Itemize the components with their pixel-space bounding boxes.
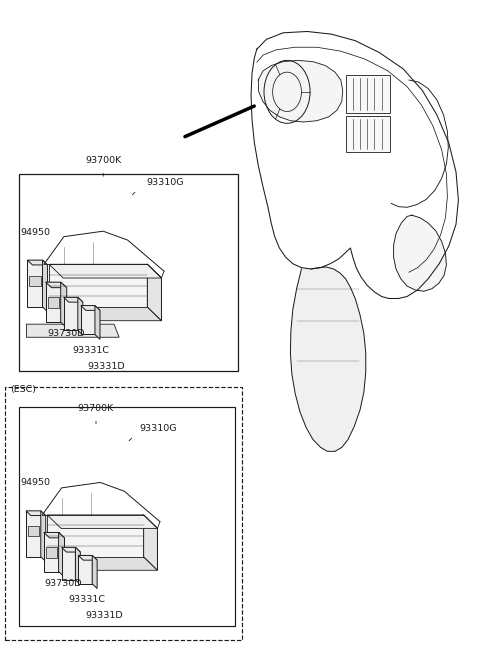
Polygon shape xyxy=(26,511,41,557)
Polygon shape xyxy=(59,533,64,577)
Polygon shape xyxy=(44,533,64,538)
Polygon shape xyxy=(258,60,343,122)
Polygon shape xyxy=(78,297,83,335)
Polygon shape xyxy=(27,260,43,307)
Text: 93700K: 93700K xyxy=(85,156,121,165)
Bar xyxy=(19,407,235,626)
Polygon shape xyxy=(147,264,161,321)
Bar xyxy=(19,174,238,371)
Polygon shape xyxy=(144,515,157,570)
Polygon shape xyxy=(290,267,366,451)
Polygon shape xyxy=(41,511,46,562)
Polygon shape xyxy=(27,260,48,265)
Bar xyxy=(5,387,242,640)
Polygon shape xyxy=(81,306,100,310)
Polygon shape xyxy=(60,282,67,327)
Text: 93730D: 93730D xyxy=(45,579,82,588)
Text: 93331C: 93331C xyxy=(72,346,109,356)
Polygon shape xyxy=(61,547,75,580)
Text: 94950: 94950 xyxy=(21,228,51,237)
Polygon shape xyxy=(95,306,100,339)
Text: 93310G: 93310G xyxy=(139,424,177,433)
Polygon shape xyxy=(44,533,59,571)
Text: 93331D: 93331D xyxy=(88,362,125,371)
Text: 93310G: 93310G xyxy=(146,178,184,187)
Text: 93331C: 93331C xyxy=(69,595,106,604)
Polygon shape xyxy=(61,547,80,552)
Polygon shape xyxy=(394,215,446,291)
Polygon shape xyxy=(26,511,46,516)
Polygon shape xyxy=(49,307,161,321)
Polygon shape xyxy=(28,526,39,536)
Polygon shape xyxy=(43,260,48,312)
Polygon shape xyxy=(64,297,83,302)
Text: 93331D: 93331D xyxy=(85,611,123,621)
Text: 93700K: 93700K xyxy=(78,404,114,413)
Polygon shape xyxy=(47,515,157,528)
Polygon shape xyxy=(64,297,78,331)
Polygon shape xyxy=(81,306,95,335)
Polygon shape xyxy=(49,264,161,278)
Text: 94950: 94950 xyxy=(21,478,51,487)
Polygon shape xyxy=(78,556,92,584)
Polygon shape xyxy=(46,282,60,322)
Polygon shape xyxy=(78,556,97,560)
Polygon shape xyxy=(25,573,116,586)
Polygon shape xyxy=(47,557,157,570)
Bar xyxy=(346,116,390,152)
Polygon shape xyxy=(47,515,144,557)
Polygon shape xyxy=(48,297,59,308)
Polygon shape xyxy=(75,547,80,584)
Polygon shape xyxy=(29,276,40,286)
Text: (ESC): (ESC) xyxy=(11,384,36,394)
Bar xyxy=(346,75,390,113)
Polygon shape xyxy=(49,264,147,307)
Text: 93730D: 93730D xyxy=(47,329,84,338)
Polygon shape xyxy=(92,556,97,588)
Polygon shape xyxy=(46,547,57,558)
Polygon shape xyxy=(46,282,67,287)
Polygon shape xyxy=(26,324,119,337)
